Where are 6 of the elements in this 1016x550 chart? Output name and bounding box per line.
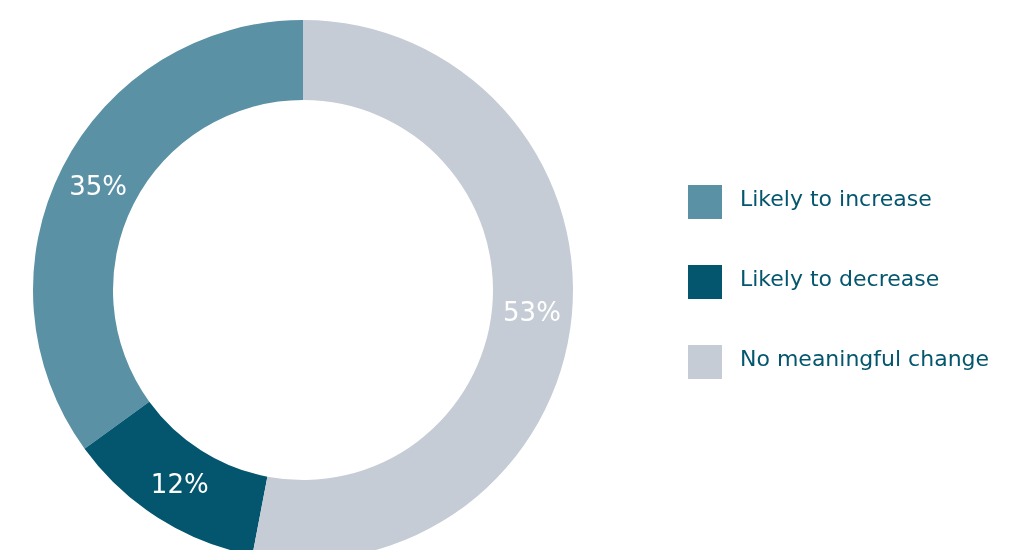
data-label: 35% [69,170,127,201]
legend-label: Likely to increase [740,186,932,211]
legend-label: No meaningful change [740,346,990,371]
legend-label: Likely to decrease [740,266,940,291]
data-label: 12% [150,469,209,500]
data-label: 53% [503,296,561,327]
